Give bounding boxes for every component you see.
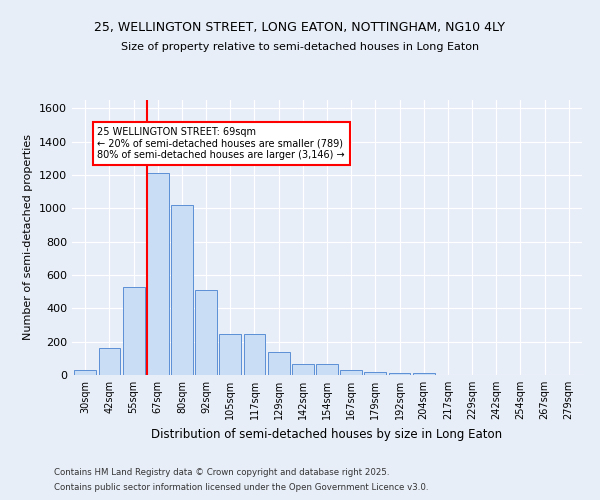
Bar (316, 364, 338, 375)
Text: Size of property relative to semi-detached houses in Long Eaton: Size of property relative to semi-detach… (121, 42, 479, 52)
Bar (147, 174, 169, 375)
Bar (389, 374, 410, 375)
Bar (123, 286, 145, 375)
Bar (195, 290, 217, 375)
Bar (364, 372, 386, 375)
Text: Contains public sector information licensed under the Open Government Licence v3: Contains public sector information licen… (54, 483, 428, 492)
Bar (268, 352, 290, 375)
X-axis label: Distribution of semi-detached houses by size in Long Eaton: Distribution of semi-detached houses by … (151, 428, 503, 440)
Bar (74, 370, 96, 375)
Text: 25 WELLINGTON STREET: 69sqm
← 20% of semi-detached houses are smaller (789)
80% : 25 WELLINGTON STREET: 69sqm ← 20% of sem… (97, 126, 345, 160)
Bar (220, 334, 241, 375)
Bar (244, 334, 265, 375)
Bar (413, 374, 434, 375)
Bar (340, 370, 362, 375)
Text: 25, WELLINGTON STREET, LONG EATON, NOTTINGHAM, NG10 4LY: 25, WELLINGTON STREET, LONG EATON, NOTTI… (95, 21, 505, 34)
Bar (171, 205, 193, 375)
Bar (292, 364, 314, 375)
Bar (98, 348, 121, 375)
Y-axis label: Number of semi-detached properties: Number of semi-detached properties (23, 134, 34, 340)
Text: Contains HM Land Registry data © Crown copyright and database right 2025.: Contains HM Land Registry data © Crown c… (54, 468, 389, 477)
